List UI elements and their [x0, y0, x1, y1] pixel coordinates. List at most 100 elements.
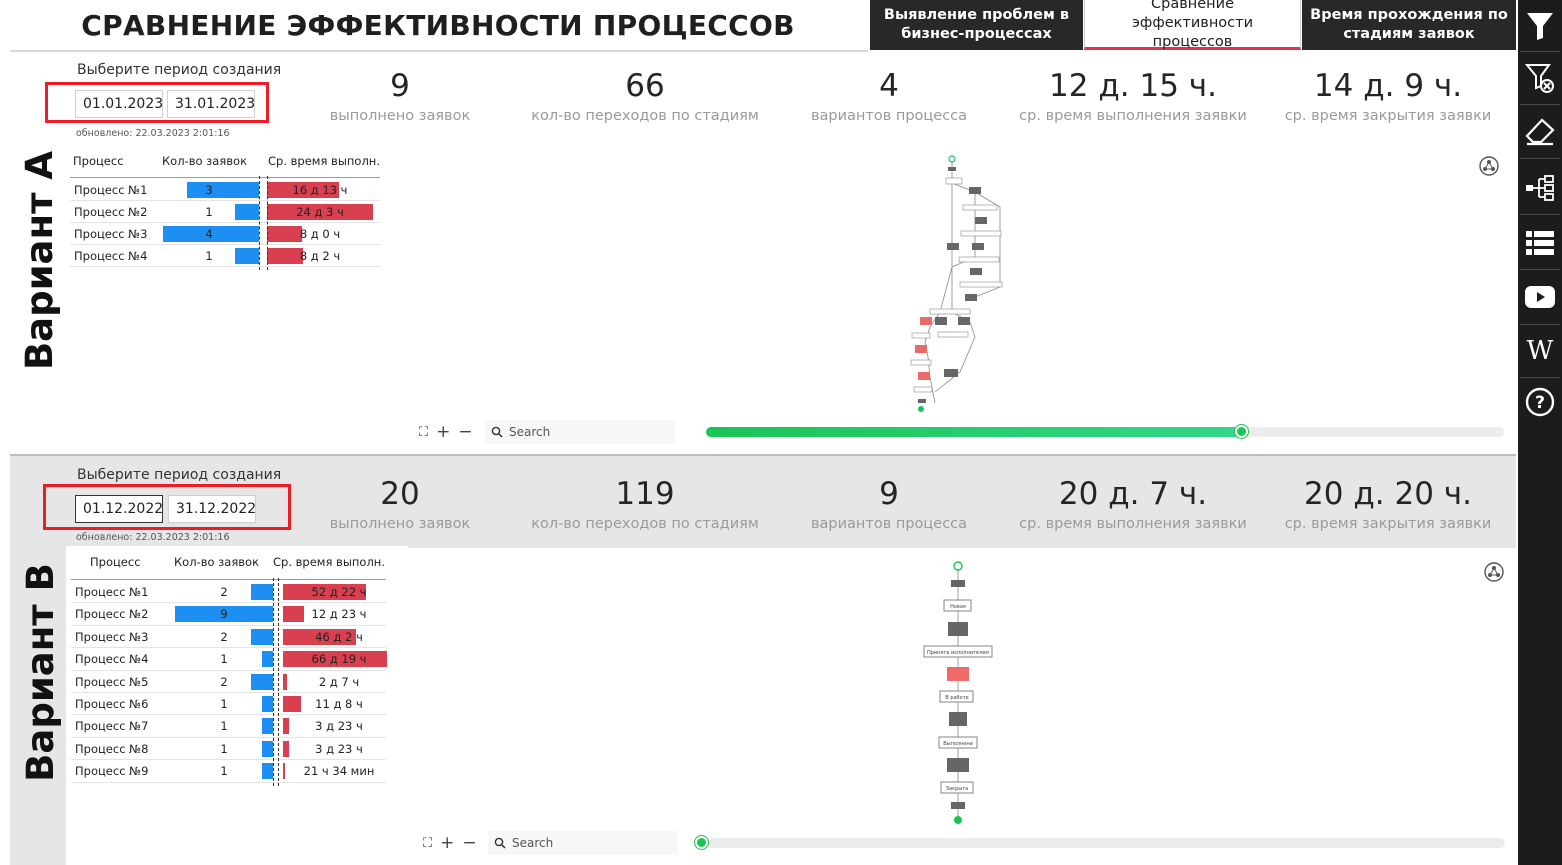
list-button[interactable] — [1518, 221, 1562, 265]
variant-label-text: Вариант А — [18, 150, 62, 370]
table-row[interactable]: Процесс №4 1 8 д 2 ч — [70, 245, 380, 267]
time-bar — [283, 718, 289, 735]
column-header-count[interactable]: Кол-во заявок — [162, 154, 248, 168]
process-name: Процесс №8 — [75, 741, 149, 756]
slider-handle[interactable] — [1235, 425, 1248, 438]
help-icon: ? — [1525, 387, 1555, 417]
time-bar — [267, 248, 303, 264]
kpi-avg-closing: 20 д. 20 ч. ср. время закрытия заявки — [1268, 476, 1508, 534]
clear-filter-button[interactable] — [1518, 56, 1562, 100]
right-toolbar: W ? — [1518, 0, 1562, 865]
zoom-out-icon[interactable]: − — [458, 422, 473, 442]
kpi-label: вариантов процесса — [810, 108, 968, 124]
tab-efficiency[interactable]: Сравнение эффективности процессов — [1084, 0, 1301, 50]
hierarchy-button[interactable] — [1518, 166, 1562, 210]
date-to-input[interactable]: 31.01.2023 — [167, 90, 255, 118]
time-bar — [283, 696, 301, 712]
time-value: 66 д 19 ч — [311, 652, 367, 667]
count-value: 2 — [220, 629, 228, 644]
slider-handle[interactable] — [695, 836, 708, 849]
time-bar — [283, 584, 366, 600]
time-value: 3 д 23 ч — [315, 741, 363, 756]
count-value: 1 — [220, 719, 228, 734]
process-map[interactable]: Новая Принята исполнителем В работе Выпо… — [406, 548, 1518, 865]
variant-label: Вариант В — [10, 554, 70, 790]
title-underline — [10, 50, 868, 52]
time-value: 8 д 2 ч — [299, 249, 341, 263]
column-header-time[interactable]: Ср. время выполн. — [268, 154, 380, 168]
time-value: 21 ч 34 мин — [303, 764, 375, 779]
svg-text:?: ? — [1535, 393, 1545, 413]
process-map[interactable]: ⛶ + − Search — [400, 147, 1510, 447]
count-value: 1 — [220, 652, 228, 667]
tab-problems[interactable]: Выявление проблем в бизнес-процессах — [870, 0, 1083, 50]
process-name: Процесс №1 — [75, 585, 149, 599]
process-name: Процесс №6 — [75, 697, 149, 711]
table-row[interactable]: Процесс №2 1 24 д 3 ч — [70, 201, 380, 223]
fit-screen-icon[interactable]: ⛶ — [419, 424, 429, 440]
zoom-in-icon[interactable]: + — [436, 422, 451, 442]
column-header-process[interactable]: Процесс — [90, 555, 141, 569]
period-label: Выберите период создания — [77, 467, 282, 483]
count-value: 1 — [220, 741, 228, 756]
help-button[interactable]: ? — [1518, 380, 1562, 424]
reset-button[interactable] — [1518, 110, 1562, 154]
kpi-variants: 4 вариантов процесса — [799, 68, 979, 126]
table-row[interactable]: Процесс №3 2 46 д 2 ч — [71, 626, 386, 649]
time-bar — [283, 628, 356, 645]
fit-screen-icon[interactable]: ⛶ — [423, 835, 433, 851]
kpi-label: ср. время выполнения заявки — [1019, 108, 1247, 124]
date-to-input[interactable]: 31.12.2022 — [168, 495, 256, 523]
frequency-slider[interactable] — [701, 838, 1505, 848]
table-row[interactable]: Процесс №8 1 3 д 23 ч — [71, 738, 386, 761]
process-node: Принята исполнителем — [927, 650, 989, 656]
map-controls: ⛶ + − — [419, 421, 473, 443]
table-row[interactable]: Процесс №6 1 11 д 8 ч — [71, 693, 386, 716]
date-from-input[interactable]: 01.12.2022 — [75, 495, 163, 523]
count-value: 1 — [205, 249, 213, 263]
count-bar — [251, 584, 273, 600]
video-button[interactable] — [1518, 275, 1562, 319]
count-bar — [163, 226, 259, 242]
count-bar — [262, 763, 273, 780]
table-row[interactable]: Процесс №1 2 52 д 22 ч — [71, 581, 386, 604]
process-name: Процесс №9 — [75, 764, 149, 779]
tab-stage-time[interactable]: Время прохождения по стадиям заявок — [1302, 0, 1516, 50]
kpi-variants: 9 вариантов процесса — [799, 476, 979, 534]
header: СРАВНЕНИЕ ЭФФЕКТИВНОСТИ ПРОЦЕССОВ Выявле… — [0, 0, 1518, 52]
table-row[interactable]: Процесс №5 2 2 д 7 ч — [71, 671, 386, 693]
list-icon — [1526, 231, 1554, 255]
table-row[interactable]: Процесс №3 4 8 д 0 ч — [70, 223, 380, 245]
kpi-avg-closing: 14 д. 9 ч. ср. время закрытия заявки — [1268, 68, 1508, 126]
time-value: 24 д 3 ч — [296, 205, 344, 219]
filter-button[interactable] — [1518, 4, 1562, 48]
column-header-count[interactable]: Кол-во заявок — [174, 555, 260, 569]
table-row[interactable]: Процесс №2 9 12 д 23 ч — [71, 603, 386, 626]
time-value: 2 д 7 ч — [318, 674, 360, 689]
zoom-in-icon[interactable]: + — [440, 833, 455, 853]
kpi-avg-completion: 12 д. 15 ч. ср. время выполнения заявки — [1013, 68, 1253, 126]
count-value: 9 — [220, 607, 228, 622]
map-search[interactable]: Search — [488, 831, 678, 855]
updated-timestamp: обновлено: 22.03.2023 2:01:16 — [76, 532, 230, 543]
network-view-icon[interactable] — [1478, 155, 1500, 177]
column-header-process[interactable]: Процесс — [73, 154, 124, 168]
map-search[interactable]: Search — [485, 420, 675, 444]
table-row[interactable]: Процесс №4 1 66 д 19 ч — [71, 648, 387, 671]
process-node: Закрыта — [946, 786, 968, 792]
count-value: 1 — [220, 697, 228, 711]
network-view-icon[interactable] — [1483, 561, 1505, 583]
zoom-out-icon[interactable]: − — [462, 833, 477, 853]
column-header-time[interactable]: Ср. время выполн. — [273, 555, 385, 569]
reference-line — [273, 578, 274, 786]
header-divider — [70, 177, 380, 178]
table-row[interactable]: Процесс №7 1 3 д 23 ч — [71, 715, 386, 738]
page-title: СРАВНЕНИЕ ЭФФЕКТИВНОСТИ ПРОЦЕССОВ — [81, 9, 795, 42]
time-bar — [283, 740, 289, 757]
table-row[interactable]: Процесс №9 1 21 ч 34 мин — [71, 760, 386, 783]
table-row[interactable]: Процесс №1 3 16 д 13 ч — [70, 179, 380, 201]
date-from-input[interactable]: 01.01.2023 — [75, 90, 163, 118]
wiki-button[interactable]: W — [1518, 328, 1562, 372]
process-graph: Новая Принята исполнителем В работе Выпо… — [923, 561, 993, 824]
reference-line — [259, 176, 260, 270]
